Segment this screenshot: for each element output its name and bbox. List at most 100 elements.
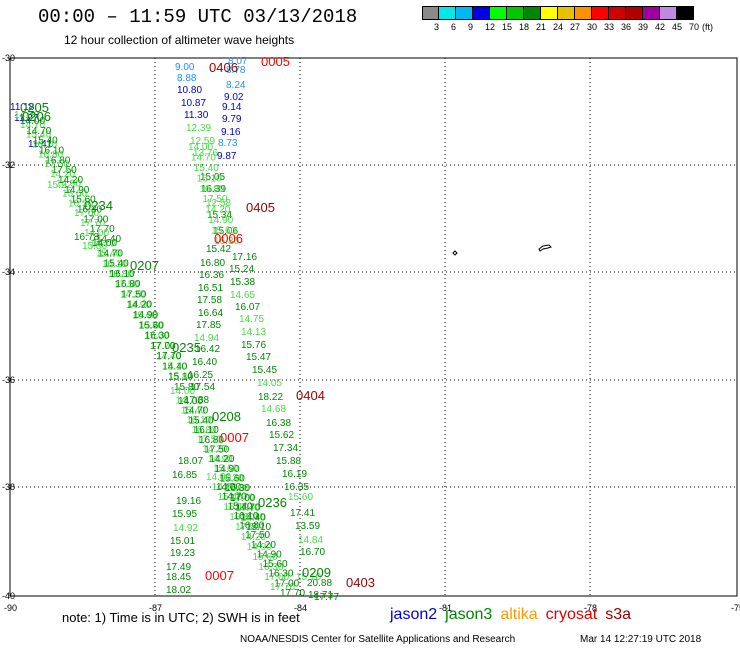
wave-height-value: 15.62 [269,430,294,441]
track-value-clutter: 14.90 [64,185,89,196]
track-value-clutter: 14.00 [92,238,117,249]
track-value-clutter: 14.00 [216,482,241,493]
track-value-clutter: 15.60 [139,320,164,331]
lat-tick-label: -32 [2,160,15,170]
wave-height-value: 9.79 [222,114,242,125]
track-value-clutter: 16.30 [268,569,293,580]
wave-height-value: 14.75 [239,314,264,325]
credit-line: NOAA/NESDIS Center for Satellite Applica… [240,634,516,645]
wave-height-value: 10.80 [177,85,202,96]
wave-height-value: 17.49 [166,562,191,573]
map-frame [9,57,738,597]
lon-tick-label: -75 [731,603,740,613]
wave-height-value: 15.76 [241,340,266,351]
track-value-clutter: 14.90 [208,454,233,465]
wave-height-value: 17.41 [290,508,315,519]
wave-height-value: 16.42 [195,344,220,355]
track-value-clutter: 16.10 [32,140,57,151]
pass-time-label: 0235 [172,340,201,355]
track-value-clutter: 14.70 [183,406,208,417]
color-scale-legend: 3 6 9 12 15 18 21 24 27 30 33 36 39 42 45 70 (ft) [422,6,713,32]
wave-height-value: 18.07 [178,456,203,467]
wave-height-value: 9.00 [175,62,195,73]
legend-swatch [558,6,575,20]
track-value-clutter: 16.80 [192,425,217,436]
track-value-clutter: 17.70 [80,218,105,229]
track-value-clutter: 17.50 [114,279,139,290]
wave-height-value: 15.47 [246,352,271,363]
track-value-clutter: 16.30 [68,198,93,209]
wave-height-value: 18.45 [166,572,191,583]
track-value-clutter: 15.40 [194,163,219,174]
legend-swatch [507,6,524,20]
track-value-clutter: 14.90 [126,300,151,311]
track-value-clutter: 14.00 [84,228,109,239]
legend-tick-label: 9 [468,22,474,32]
legend-tick-label: 6 [451,22,457,32]
wave-height-value: 14.13 [241,327,266,338]
track-value-clutter: 16.10 [39,146,64,157]
pass-time-label: 0208 [212,409,241,424]
track-value-clutter: 14.20 [50,169,75,180]
wave-height-value: 17.58 [197,295,222,306]
legend-swatch [677,6,694,20]
track-value-clutter: 14.90 [56,179,81,190]
track-value-clutter: 16.80 [199,435,224,446]
satellite-legend: jason2 jason3 altika cryosat s3a [390,606,639,624]
lon-tick-label: -81 [439,603,452,613]
pass-time-label: 0234 [84,198,113,213]
track-value-clutter: 16.30 [225,483,250,494]
track-value-clutter: 14.90 [247,542,272,553]
legend-tick-label: 70 [689,22,700,32]
legend-tick-label: 42 [655,22,666,32]
legend-swatch [524,6,541,20]
wave-height-value: 15.06 [213,226,238,237]
wave-height-value: 11.18 [10,102,35,113]
track-value-clutter: 16.80 [108,269,133,280]
track-value-clutter: 16.80 [229,512,254,523]
wave-height-value: 9.16 [221,127,241,138]
track-value-clutter: 17.00 [224,483,249,494]
wave-height-value: 15.60 [288,492,313,503]
legend-swatch [575,6,592,20]
track-value-clutter: 14.00 [188,142,213,153]
track-value-clutter: 15.40 [96,249,121,260]
legend-tick-label: 24 [553,22,564,32]
track-value-clutter: 16.30 [138,321,163,332]
lon-tick-label: -84 [294,603,307,613]
pass-time-label: 0236 [258,495,287,510]
track-value-clutter: 14.40 [96,234,121,245]
track-value-clutter: 17.70 [280,588,305,599]
track-value-clutter: 14.70 [90,238,115,249]
legend-swatch [541,6,558,20]
wave-height-value: 15.34 [207,210,232,221]
wave-height-value: 16.70 [300,547,325,558]
legend-swatch [660,6,677,20]
legend-tick-label: 36 [621,22,632,32]
track-value-clutter: 14.20 [127,300,152,311]
track-value-clutter: 17.00 [151,341,176,352]
wave-height-value: 15.86 [82,241,107,252]
legend-labels: 3 6 9 12 15 18 21 24 27 30 33 36 39 42 45 70 (ft) [422,22,740,36]
legend-tick-label: 45 [672,22,683,32]
track-value-clutter: 14.20 [209,454,234,465]
track-value-clutter: 14.00 [14,110,39,121]
track-value-clutter: 14.20 [58,175,83,186]
track-value-clutter: 17.00 [264,572,289,583]
satellite-name: cryosat [545,606,598,623]
legend-tick-label: 27 [570,22,581,32]
track-value-clutter: 14.20 [251,540,276,551]
track-value-clutter: 16.10 [102,259,127,270]
wave-height-value: 16.40 [192,357,217,368]
track-value-clutter: 14.00 [206,472,231,483]
wave-height-value: 16.64 [198,308,223,319]
wave-height-value: 15.42 [206,244,231,255]
lat-tick-label: -34 [2,267,15,277]
lat-tick-label: -30 [2,53,15,63]
track-value-clutter: 15.60 [71,195,96,206]
wave-height-value: 16.39 [201,184,226,195]
track-value-clutter: 17.00 [144,331,169,342]
wave-height-value: 19.23 [170,548,195,559]
track-value-clutter: 17.50 [235,522,260,533]
pass-time-label: 0404 [296,388,325,403]
